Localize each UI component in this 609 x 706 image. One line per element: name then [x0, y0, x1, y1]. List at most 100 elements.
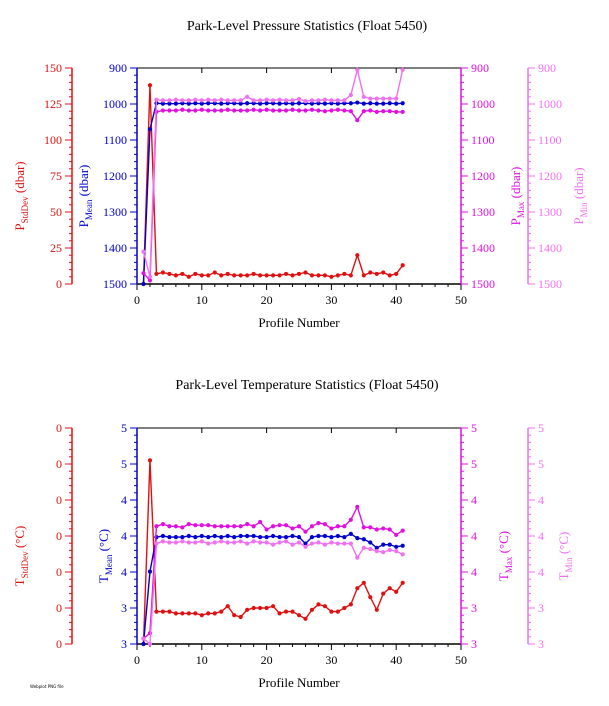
data-point-max — [303, 529, 308, 534]
data-point-max — [232, 108, 237, 113]
data-point-sd — [264, 605, 269, 611]
y-tick-label-min: 5 — [538, 421, 544, 435]
y-tick-label-max: 1100 — [471, 133, 495, 147]
data-point-max — [270, 524, 276, 529]
data-point-mean — [199, 101, 204, 106]
y-tick-label-mean: 1500 — [103, 277, 127, 291]
data-point-max — [348, 517, 353, 522]
series-min — [141, 67, 405, 279]
data-point-min — [329, 98, 334, 103]
data-point-mean — [283, 101, 289, 106]
y-axis-label-mean: PMean (dbar) — [76, 165, 94, 228]
data-point-sd — [206, 273, 211, 278]
data-point-max — [296, 524, 302, 529]
data-point-sd — [232, 273, 237, 278]
data-point-mean — [264, 101, 269, 106]
data-point-max — [193, 108, 198, 113]
data-point-mean — [160, 101, 166, 106]
data-point-max — [283, 523, 289, 528]
data-point-mean — [329, 534, 334, 540]
data-point-mean — [147, 127, 153, 132]
data-point-max — [394, 532, 399, 538]
data-point-sd — [154, 609, 159, 614]
y-tick-label-mean: 1100 — [103, 133, 127, 147]
data-point-max — [173, 108, 178, 113]
data-point-mean — [309, 101, 315, 106]
data-point-mean — [309, 534, 315, 540]
x-tick-label: 30 — [325, 653, 337, 667]
data-point-sd — [394, 589, 399, 594]
data-point-max — [374, 109, 379, 115]
data-point-mean — [167, 534, 172, 540]
series-sd — [141, 458, 405, 647]
data-point-sd — [361, 273, 366, 278]
data-point-sd — [225, 271, 230, 277]
data-point-mean — [219, 534, 224, 540]
data-point-max — [400, 109, 405, 115]
data-point-mean — [394, 101, 399, 106]
y-axis-min: 5 5 4 4 4 3 3 TMin (°C) — [527, 421, 574, 651]
data-point-mean — [361, 537, 366, 542]
data-point-max — [141, 271, 146, 276]
data-point-sd — [270, 273, 276, 278]
y-tick-label-sd: 0 — [56, 493, 62, 507]
data-point-max — [348, 109, 353, 114]
y-tick-label-max: 4 — [471, 565, 477, 579]
data-point-sd — [329, 609, 334, 614]
data-point-min — [381, 96, 386, 101]
data-point-mean — [251, 101, 256, 106]
data-point-mean — [238, 533, 243, 539]
data-point-mean — [199, 533, 204, 539]
data-point-mean — [374, 101, 379, 106]
data-point-mean — [270, 533, 276, 539]
y-axis-label-max: PMax (dbar) — [508, 167, 526, 226]
data-point-min — [238, 98, 243, 103]
data-point-sd — [296, 613, 302, 618]
data-point-sd — [283, 609, 289, 614]
data-point-mean — [361, 101, 366, 106]
data-point-mean — [141, 281, 146, 287]
data-point-sd — [167, 271, 172, 277]
data-point-min — [270, 542, 276, 547]
data-point-sd — [309, 273, 315, 278]
data-point-max — [361, 525, 366, 530]
data-point-min — [368, 546, 373, 552]
data-point-max — [238, 524, 243, 529]
data-point-mean — [258, 534, 263, 540]
data-point-max — [387, 109, 392, 114]
data-point-min — [329, 540, 334, 545]
data-point-mean — [368, 540, 373, 545]
data-point-mean — [212, 533, 217, 539]
data-point-min — [212, 540, 217, 545]
data-point-max — [277, 108, 282, 113]
data-point-sd — [387, 586, 392, 591]
data-point-max — [225, 524, 230, 529]
data-point-sd — [374, 607, 379, 612]
y-tick-label-mean: 1300 — [103, 205, 127, 219]
data-point-min — [283, 539, 289, 544]
data-point-min — [270, 98, 276, 103]
data-point-sd — [251, 605, 256, 611]
data-point-min — [348, 92, 353, 98]
data-point-sd — [368, 270, 373, 275]
data-point-min — [387, 96, 392, 101]
y-tick-label-mean: 5 — [121, 457, 127, 471]
data-point-sd — [245, 607, 250, 612]
y-tick-label-sd: 150 — [44, 61, 62, 75]
data-point-mean — [342, 101, 347, 106]
data-point-max — [374, 527, 379, 532]
data-point-sd — [180, 611, 185, 616]
data-point-min — [186, 540, 191, 545]
data-point-max — [381, 526, 386, 531]
data-point-min — [199, 98, 204, 103]
y-tick-label-mean: 1000 — [103, 97, 127, 111]
y-axis-label-min: PMin (dbar) — [571, 167, 589, 224]
data-point-mean — [400, 543, 405, 548]
data-point-mean — [355, 536, 360, 541]
y-tick-label-mean: 5 — [121, 421, 127, 435]
data-point-min — [206, 97, 211, 102]
data-point-mean — [212, 101, 217, 106]
data-point-min — [186, 98, 191, 103]
y-tick-label-max: 5 — [471, 457, 477, 471]
chart-panel-1: Park-Level Pressure Statistics (Float 54… — [12, 19, 589, 330]
